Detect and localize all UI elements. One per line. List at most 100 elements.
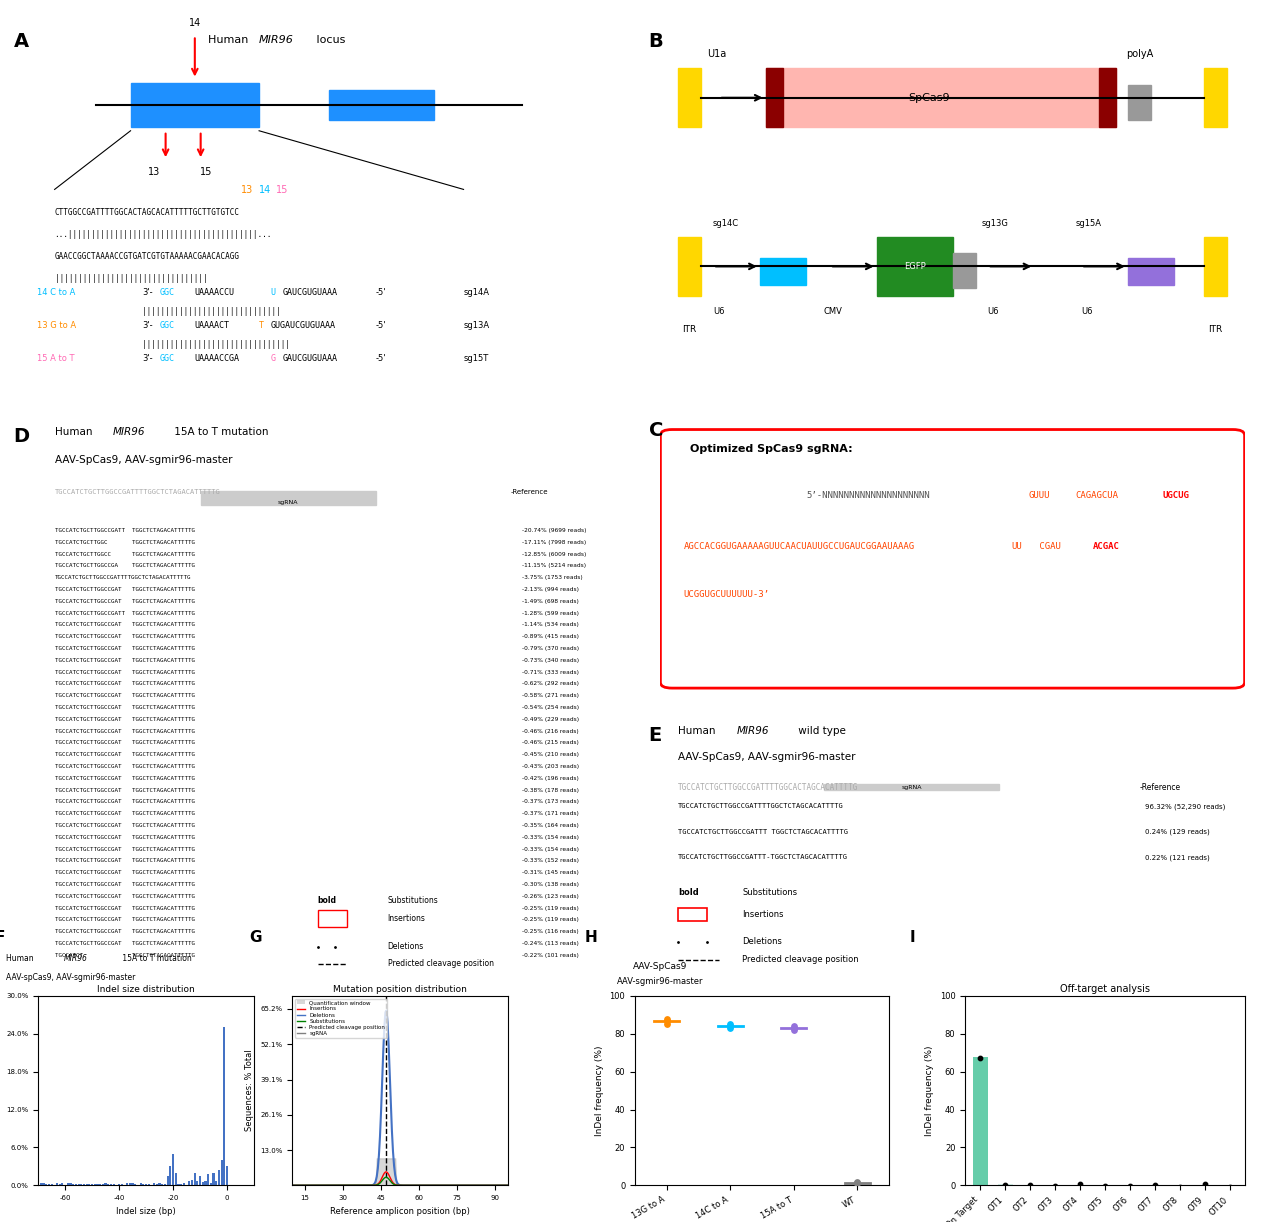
Y-axis label: InDel frequency (%): InDel frequency (%) — [925, 1045, 935, 1136]
Text: -0.73% (340 reads): -0.73% (340 reads) — [522, 657, 579, 662]
Text: TGCCATCTGCTTGGCCGAT   TGGCTCTAGACATTTTTG: TGCCATCTGCTTGGCCGAT TGGCTCTAGACATTTTTG — [55, 918, 194, 923]
Point — [657, 1011, 677, 1030]
Insertions — [293, 1178, 309, 1193]
Text: MIR96: MIR96 — [259, 35, 295, 45]
Text: -0.30% (138 reads): -0.30% (138 reads) — [522, 882, 579, 887]
Text: U: U — [271, 288, 276, 297]
Legend: Quantification window, Insertions, Deletions, Substitutions, Predicted cleavage : Quantification window, Insertions, Delet… — [295, 998, 387, 1037]
Text: Human: Human — [6, 954, 36, 963]
Text: TGCCATCTGCTTGGCCGATT  TGGCTCTAGACATTTTTG: TGCCATCTGCTTGGCCGATT TGGCTCTAGACATTTTTG — [55, 528, 194, 533]
Text: G: G — [249, 930, 262, 945]
Bar — [212, 1173, 215, 1185]
Bar — [56, 1183, 58, 1185]
Insertions — [342, 1178, 357, 1193]
Substitutions — [284, 1178, 300, 1193]
Bar — [61, 1183, 64, 1185]
Text: T: T — [259, 321, 264, 330]
Bar — [215, 1180, 217, 1185]
Text: U6: U6 — [988, 307, 999, 316]
Bar — [128, 1183, 131, 1185]
Text: U6: U6 — [1081, 307, 1092, 316]
Text: sg13A: sg13A — [464, 321, 490, 330]
Bar — [42, 1183, 44, 1185]
Substitutions — [483, 1178, 498, 1193]
Text: TGCCATCTGCTTGGCCGAT   TGGCTCTAGACATTTTTG: TGCCATCTGCTTGGCCGAT TGGCTCTAGACATTTTTG — [55, 882, 194, 887]
Text: -Reference: -Reference — [511, 489, 547, 495]
Text: TGCCATCTGCTTGGCCGAT   TGGCTCTAGACATTTTTG: TGCCATCTGCTTGGCCGAT TGGCTCTAGACATTTTTG — [55, 776, 194, 781]
Deletions — [342, 1178, 357, 1193]
Bar — [204, 1180, 207, 1185]
Text: U1a: U1a — [707, 49, 726, 60]
Bar — [188, 1180, 190, 1185]
Point — [720, 1014, 740, 1034]
Text: GAUCGUGUAAA: GAUCGUGUAAA — [282, 288, 338, 297]
Text: TGCCATCTGCTTGGCCGAT   TGGCTCTAGACATTTTTG: TGCCATCTGCTTGGCCGAT TGGCTCTAGACATTTTTG — [55, 941, 194, 946]
Text: AAV-SpCas9: AAV-SpCas9 — [634, 962, 687, 970]
Insertions — [297, 1178, 312, 1193]
Insertions — [490, 1178, 505, 1193]
Deletions — [284, 1178, 300, 1193]
Bar — [210, 1183, 212, 1185]
FancyBboxPatch shape — [1128, 258, 1175, 285]
Text: TGCCATCTGCTTGGCCGAT   TGGCTCTAGACATTTTTG: TGCCATCTGCTTGGCCGAT TGGCTCTAGACATTTTTG — [55, 670, 194, 675]
Substitutions — [342, 1178, 357, 1193]
Text: TGCCATCTGCTTGGCCGAT   TGGCTCTAGACATTTTTG: TGCCATCTGCTTGGCCGAT TGGCTCTAGACATTTTTG — [55, 705, 194, 710]
Bar — [169, 1166, 171, 1185]
Text: ACGAC: ACGAC — [1092, 543, 1120, 551]
Text: -5': -5' — [376, 354, 386, 363]
Text: -20.74% (9699 reads): -20.74% (9699 reads) — [522, 528, 587, 533]
FancyBboxPatch shape — [131, 83, 259, 127]
Title: Indel size distribution: Indel size distribution — [98, 985, 194, 993]
Text: Predicted cleavage position: Predicted cleavage position — [742, 956, 859, 964]
Bar — [118, 1184, 121, 1185]
FancyBboxPatch shape — [952, 253, 975, 288]
Deletions — [293, 1178, 309, 1193]
Text: G: G — [271, 354, 276, 363]
Substitutions — [500, 1178, 516, 1193]
Text: CMV: CMV — [824, 307, 843, 316]
Text: UCGGUGCUUUUUU-3’: UCGGUGCUUUUUU-3’ — [683, 590, 770, 599]
Point — [847, 1173, 867, 1193]
Text: sg15A: sg15A — [1076, 219, 1101, 229]
Title: Off-target analysis: Off-target analysis — [1060, 984, 1149, 993]
Point — [784, 1018, 804, 1037]
Predicted cleavage — [378, 1178, 394, 1193]
Text: sg14C: sg14C — [712, 219, 739, 229]
Text: GAUCGUGUAAA: GAUCGUGUAAA — [282, 354, 338, 363]
Point — [1069, 1174, 1090, 1194]
Point — [1170, 1177, 1190, 1196]
Text: GGC: GGC — [160, 288, 175, 297]
Bar — [46, 1184, 47, 1185]
Text: ...|||||||||||||||||||||||||||||||||||||||||...: ...|||||||||||||||||||||||||||||||||||||… — [55, 230, 272, 238]
Text: locus: locus — [312, 35, 345, 45]
Text: TGCCATCTGCTTGGCCGAT   TGGCTCTAGACATTTTTG: TGCCATCTGCTTGGCCGAT TGGCTCTAGACATTTTTG — [55, 587, 194, 591]
Text: -0.33% (154 reads): -0.33% (154 reads) — [522, 835, 579, 840]
FancyBboxPatch shape — [660, 430, 1245, 688]
Bar — [183, 1183, 185, 1185]
Text: TGCCATCTGCTTGGCCGAT   TGGCTCTAGACATTTTTG: TGCCATCTGCTTGGCCGAT TGGCTCTAGACATTTTTG — [55, 858, 194, 864]
Point — [970, 1048, 991, 1068]
Text: MIR96: MIR96 — [64, 954, 88, 963]
Text: 15: 15 — [277, 185, 288, 196]
Text: 13: 13 — [241, 185, 254, 196]
Insertions — [500, 1178, 516, 1193]
Bar — [218, 1169, 220, 1185]
Text: B: B — [649, 32, 663, 51]
Title: Mutation position distribution: Mutation position distribution — [333, 985, 467, 993]
Text: polyA: polyA — [1125, 49, 1153, 60]
Text: 96.32% (52,290 reads): 96.32% (52,290 reads) — [1146, 803, 1226, 810]
Text: sg14A: sg14A — [464, 288, 489, 297]
Text: UAAAACCGA: UAAAACCGA — [194, 354, 240, 363]
Text: I: I — [909, 930, 914, 945]
Y-axis label: InDel frequency (%): InDel frequency (%) — [594, 1045, 605, 1136]
FancyBboxPatch shape — [766, 68, 784, 127]
Text: -5': -5' — [376, 288, 386, 297]
Point — [1219, 1177, 1240, 1196]
Point — [1195, 1174, 1215, 1194]
Bar — [190, 1180, 193, 1185]
Text: -5': -5' — [376, 321, 386, 330]
Point — [1144, 1176, 1165, 1195]
Text: -0.43% (203 reads): -0.43% (203 reads) — [522, 764, 579, 769]
Text: sgRNA: sgRNA — [278, 501, 298, 506]
Bar — [221, 1160, 222, 1185]
